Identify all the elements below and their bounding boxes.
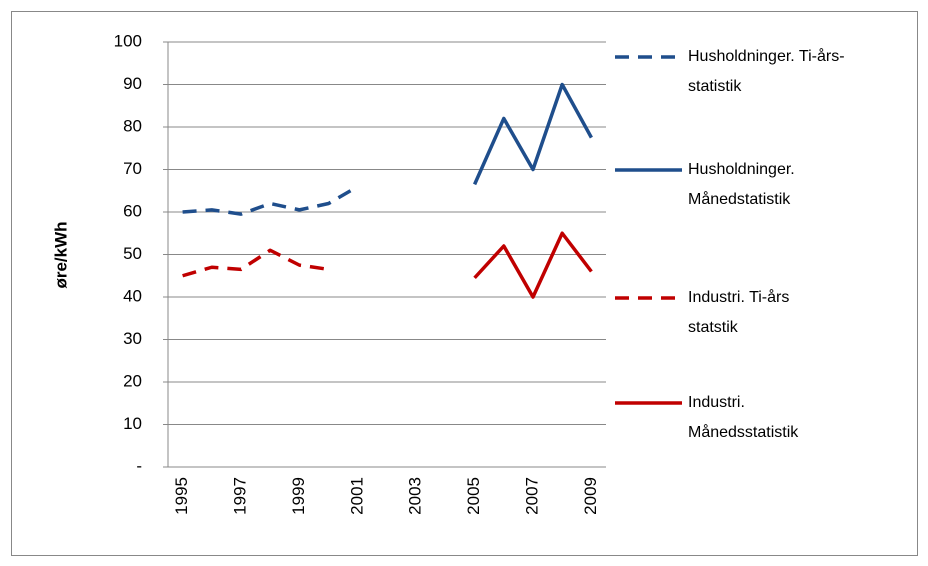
- y-tick-label: 90: [123, 74, 142, 93]
- chart-border: [11, 11, 918, 556]
- y-tick-label: 30: [123, 329, 142, 348]
- y-tick-label: 60: [123, 201, 142, 220]
- y-axis-label: øre/kWh: [51, 221, 70, 288]
- legend-label: Husholdninger. Månedstatistik: [688, 161, 795, 208]
- y-tick-label: 80: [123, 116, 142, 135]
- y-tick-label: 20: [123, 371, 142, 390]
- x-tick-label: 2009: [581, 477, 600, 515]
- x-tick-label: 1999: [289, 477, 308, 515]
- y-tick-label: 50: [123, 244, 142, 263]
- y-tick-label: 40: [123, 286, 142, 305]
- x-tick-label: 1997: [230, 477, 249, 515]
- series-line: [182, 248, 329, 278]
- x-tick-label: 2005: [464, 477, 483, 515]
- y-tick-label: -: [136, 456, 142, 475]
- x-tick-label: 2007: [522, 477, 541, 515]
- y-tick-label: 10: [123, 414, 142, 433]
- series-line: [473, 82, 593, 186]
- x-tick-label: 2001: [347, 477, 366, 515]
- x-tick-label: 1995: [172, 477, 191, 515]
- legend-label: Industri. Månedsstatistik: [688, 394, 799, 441]
- y-tick-label: 100: [114, 31, 142, 50]
- y-tick-label: 70: [123, 159, 142, 178]
- series-line: [182, 184, 359, 216]
- series-line: [473, 231, 593, 299]
- legend-label: Husholdninger. Ti-års-statistik: [688, 48, 845, 95]
- legend-label: Industri. Ti-års statstik: [688, 289, 790, 336]
- x-tick-label: 2003: [406, 477, 425, 515]
